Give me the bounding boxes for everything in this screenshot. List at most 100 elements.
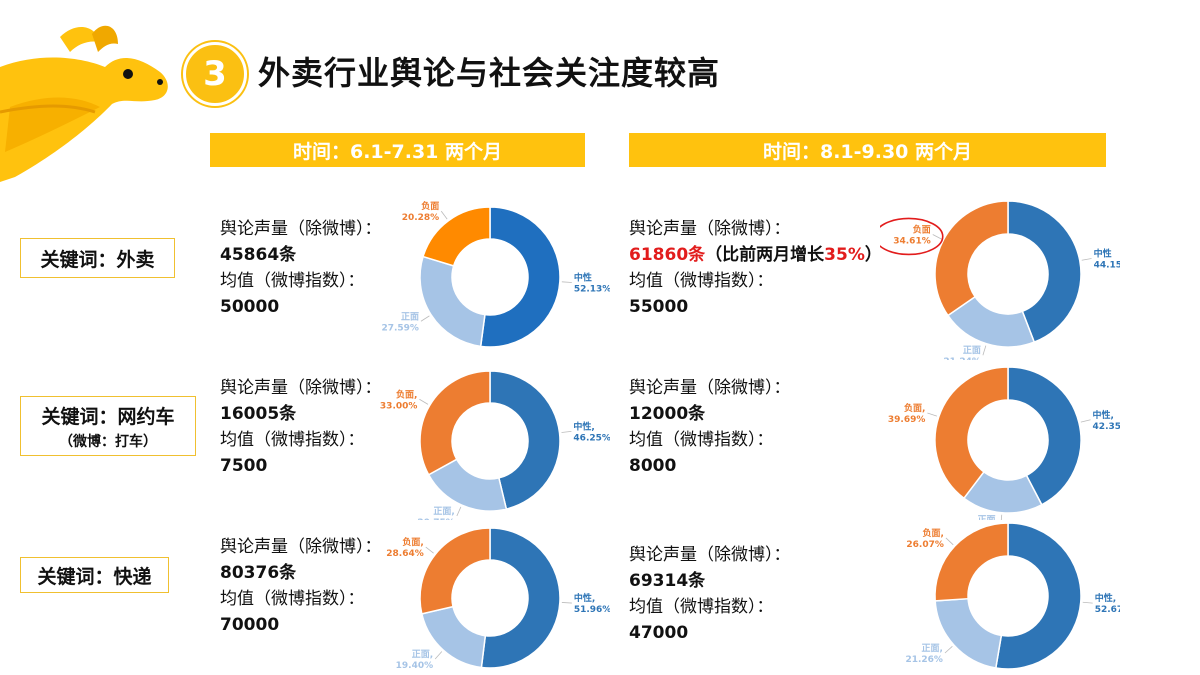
label-leader-line <box>945 537 954 546</box>
donut-slice-negative <box>419 527 491 615</box>
keyword-label: 关键词：外卖 <box>40 248 155 271</box>
volume-value: 69314条 <box>629 571 706 591</box>
slice-percent-label: 46.25% <box>573 433 610 443</box>
avg-label: 均值（微博指数）： <box>220 589 365 609</box>
slice-percent-label: 42.35% <box>1093 422 1120 432</box>
volume-label: 舆论声量（除微博）： <box>629 545 791 565</box>
avg-value: 47000 <box>629 623 689 643</box>
slice-percent-label: 52.13% <box>574 284 610 294</box>
donut-slice-positive <box>934 597 1003 669</box>
slice-percent-label: 39.69% <box>888 415 926 425</box>
section-number-badge: 3 <box>183 42 247 106</box>
label-leader-line <box>1080 419 1091 423</box>
donut-slice-negative <box>419 370 491 476</box>
label-leader-line <box>440 210 448 220</box>
donut-chart-ride-p1: 中性,46.25% 正面,20.75% 负面,33.00% <box>380 370 610 520</box>
label-leader-line <box>927 412 938 417</box>
slice-category-label: 中性 <box>574 271 592 283</box>
label-leader-line <box>425 546 434 554</box>
label-leader-line <box>1000 514 1003 520</box>
avg-label: 均值（微博指数）： <box>629 597 774 617</box>
slice-percent-label: 19.40% <box>396 661 434 671</box>
slice-category-label: 正面, <box>433 506 454 517</box>
volume-label: 舆论声量（除微博）： <box>220 537 382 557</box>
label-leader-line <box>1081 258 1092 261</box>
label-leader-line <box>419 398 429 405</box>
stats-block-express-p1: 舆论声量（除微博）： 80376条 均值（微博指数）： 70000 <box>220 534 382 638</box>
stats-block-takeaway-p1: 舆论声量（除微博）： 45864条 均值（微博指数）： 50000 <box>220 216 382 320</box>
slice-category-label: 正面, <box>412 649 433 660</box>
stats-block-ride-p2: 舆论声量（除微博）： 12000条 均值（微博指数）： 8000 <box>629 375 791 479</box>
donut-slice-neutral <box>1007 200 1082 344</box>
growth-percent: 35% <box>824 245 865 265</box>
slice-category-label: 中性, <box>573 420 594 432</box>
period-header-1: 时间：6.1-7.31 两个月 <box>210 133 585 167</box>
label-leader-line <box>561 602 572 604</box>
slice-category-label: 负面 <box>913 223 931 235</box>
donut-chart-express-p2: 中性,52.67% 正面,21.26% 负面,26.07% <box>905 522 1120 670</box>
avg-label: 均值（微博指数）： <box>629 271 774 291</box>
slice-category-label: 负面 <box>421 200 439 212</box>
donut-slice-negative <box>934 200 1009 317</box>
period-header-2: 时间：8.1-9.30 两个月 <box>629 133 1106 167</box>
avg-label: 均值（微博指数）： <box>220 430 365 450</box>
slice-category-label: 负面, <box>402 536 423 548</box>
keyword-sublabel: （微博：打车） <box>59 433 157 450</box>
slice-percent-label: 21.26% <box>905 655 943 665</box>
keyword-label: 关键词：网约车 <box>41 405 175 428</box>
avg-label: 均值（微博指数）： <box>629 430 774 450</box>
donut-slice-negative <box>934 366 1009 500</box>
volume-label: 舆论声量（除微博）： <box>220 378 382 398</box>
volume-label: 舆论声量（除微博）： <box>629 378 791 398</box>
donut-slice-negative <box>934 522 1009 602</box>
donut-slice-neutral <box>1007 366 1082 506</box>
label-leader-line <box>561 430 572 433</box>
volume-note-end: ） <box>864 245 882 265</box>
label-leader-line <box>944 646 953 654</box>
volume-label: 舆论声量（除微博）： <box>220 219 382 239</box>
volume-value: 16005条 <box>220 404 297 424</box>
volume-value: 61860条 <box>629 245 706 265</box>
volume-value: 80376条 <box>220 563 297 583</box>
slice-percent-label: 26.07% <box>906 540 944 550</box>
volume-value: 45864条 <box>220 245 297 265</box>
keyword-label: 关键词：快递 <box>37 565 152 588</box>
label-leader-line <box>434 651 443 660</box>
keyword-box-takeaway: 关键词：外卖 <box>20 238 175 278</box>
avg-value: 70000 <box>220 615 280 635</box>
slice-percent-label: 21.24% <box>943 357 981 360</box>
label-leader-line <box>932 234 942 240</box>
donut-slice-neutral <box>479 206 561 348</box>
slice-category-label: 中性, <box>1095 592 1116 604</box>
slice-percent-label: 52.67% <box>1095 605 1120 615</box>
slice-percent-label: 33.00% <box>380 401 417 411</box>
highlight-circle <box>880 217 944 256</box>
slice-percent-label: 28.64% <box>386 549 424 559</box>
stats-block-takeaway-p2: 舆论声量（除微博）： 61860条（比前两月增长35%） 均值（微博指数）： 5… <box>629 216 882 320</box>
kangaroo-logo-icon <box>0 25 168 182</box>
label-leader-line <box>420 315 430 322</box>
keyword-box-express: 关键词：快递 <box>20 557 169 593</box>
slice-category-label: 正面 <box>963 345 981 356</box>
slice-category-label: 负面, <box>396 388 417 400</box>
volume-label: 舆论声量（除微博）： <box>629 219 791 239</box>
avg-value: 7500 <box>220 456 268 476</box>
slice-category-label: 中性, <box>1093 409 1114 421</box>
page-title: 外卖行业舆论与社会关注度较高 <box>258 54 721 92</box>
slice-category-label: 正面, <box>977 515 998 520</box>
donut-slice-neutral <box>994 522 1082 670</box>
stats-block-ride-p1: 舆论声量（除微博）： 16005条 均值（微博指数）： 7500 <box>220 375 382 479</box>
slice-category-label: 负面, <box>904 402 925 414</box>
label-leader-line <box>561 281 572 283</box>
avg-value: 50000 <box>220 297 280 317</box>
slice-percent-label: 34.61% <box>893 236 931 246</box>
donut-slice-positive <box>419 255 486 348</box>
label-leader-line <box>1082 601 1093 604</box>
slice-category-label: 正面 <box>401 311 419 322</box>
donut-chart-ride-p2: 中性,42.35%正面,17.96%负面,39.69% <box>888 366 1120 520</box>
label-leader-line <box>456 506 462 517</box>
slice-category-label: 负面, <box>922 527 943 539</box>
donut-chart-express-p1: 中性,51.96% 正面,19.40% 负面,28.64% <box>386 527 610 671</box>
